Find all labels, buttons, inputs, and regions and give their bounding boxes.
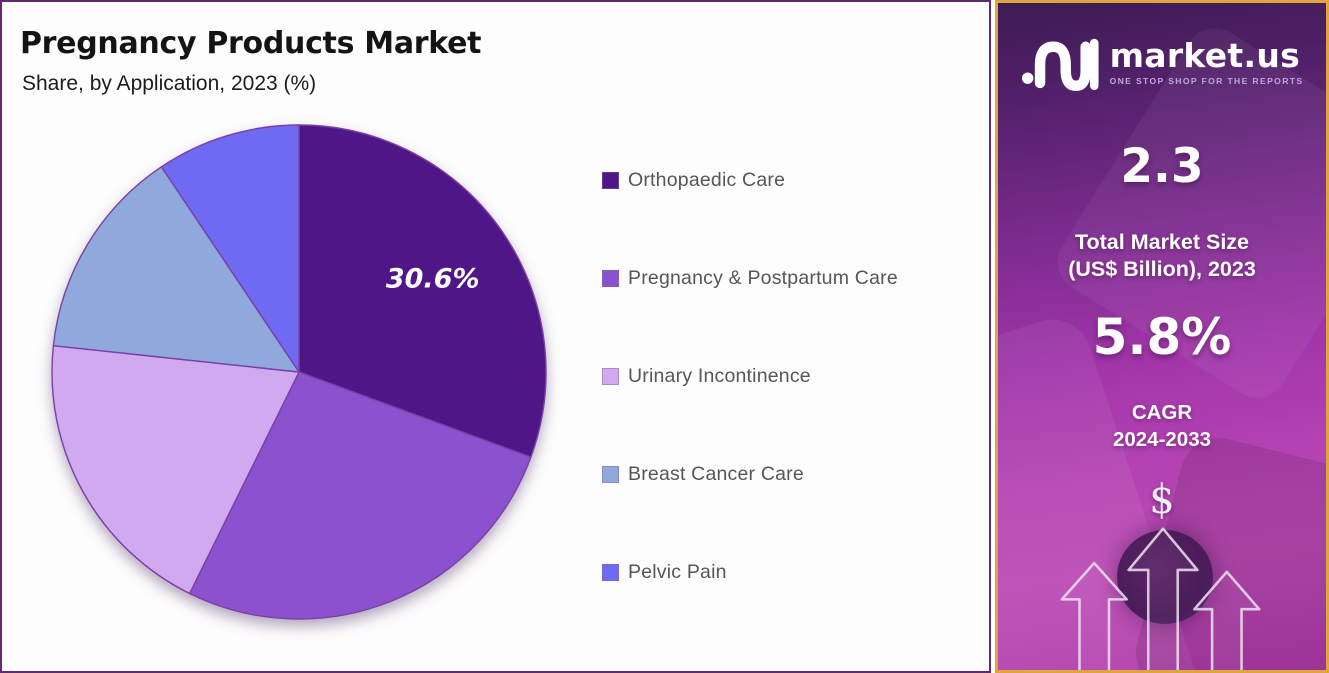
stat-label-line: 2024-2033 [1112,428,1212,451]
pie-chart: 30.6% [47,120,551,624]
dollar-icon: $ [1149,477,1175,523]
brand-name: market.us [1109,35,1301,75]
stat-market-size-value: 2.3 [1120,139,1204,194]
stat-label-line: Total Market Size [1074,230,1250,254]
legend-item: Pregnancy & Postpartum Care [602,265,982,291]
legend-swatch-icon [602,269,619,287]
pie-slice [298,124,547,458]
legend-label: Breast Cancer Care [628,462,804,485]
pie-slice [52,166,300,373]
chart-panel: Pregnancy Products Market Share, by Appl… [0,0,991,673]
legend-swatch-icon [602,563,619,581]
stat-label-line: CAGR [1131,401,1193,424]
legend-label: Pelvic Pain [628,560,727,583]
pie-slice-data-label: 30.6% [386,264,480,295]
stat-cagr-label: CAGR 2024-2033 [998,399,1326,453]
pie-slice [188,371,532,620]
legend-label: Pregnancy & Postpartum Care [628,266,898,289]
brand-tagline: ONE STOP SHOP FOR THE REPORTS [1109,75,1304,86]
legend-swatch-icon [602,171,619,189]
page-title: Pregnancy Products Market [20,26,482,61]
stat-cagr-value: 5.8% [1092,308,1232,366]
market-us-monogram-icon [1021,38,1099,91]
brand-logo: market.us ONE STOP SHOP FOR THE REPORTS [998,33,1326,91]
brand-sidebar: market.us ONE STOP SHOP FOR THE REPORTS … [995,0,1329,673]
legend-item: Urinary Incontinence [602,363,982,389]
pie-slice [160,124,300,373]
legend-item: Orthopaedic Care [602,167,982,193]
pie-chart-svg: 30.6% [51,124,547,620]
legend-item: Pelvic Pain [602,559,982,585]
chart-subtitle: Share, by Application, 2023 (%) [22,72,317,95]
stat-label-line: (US$ Billion), 2023 [1068,257,1256,281]
pie-slice [51,344,300,595]
legend-label: Orthopaedic Care [628,168,786,191]
growth-arrows-icon [1060,527,1261,670]
stat-market-size-label: Total Market Size (US$ Billion), 2023 [998,229,1326,283]
legend-swatch-icon [602,367,619,385]
legend-swatch-icon [602,465,619,483]
chart-legend: Orthopaedic Care Pregnancy & Postpartum … [602,167,982,657]
legend-item: Breast Cancer Care [602,461,982,487]
legend-label: Urinary Incontinence [628,364,811,387]
